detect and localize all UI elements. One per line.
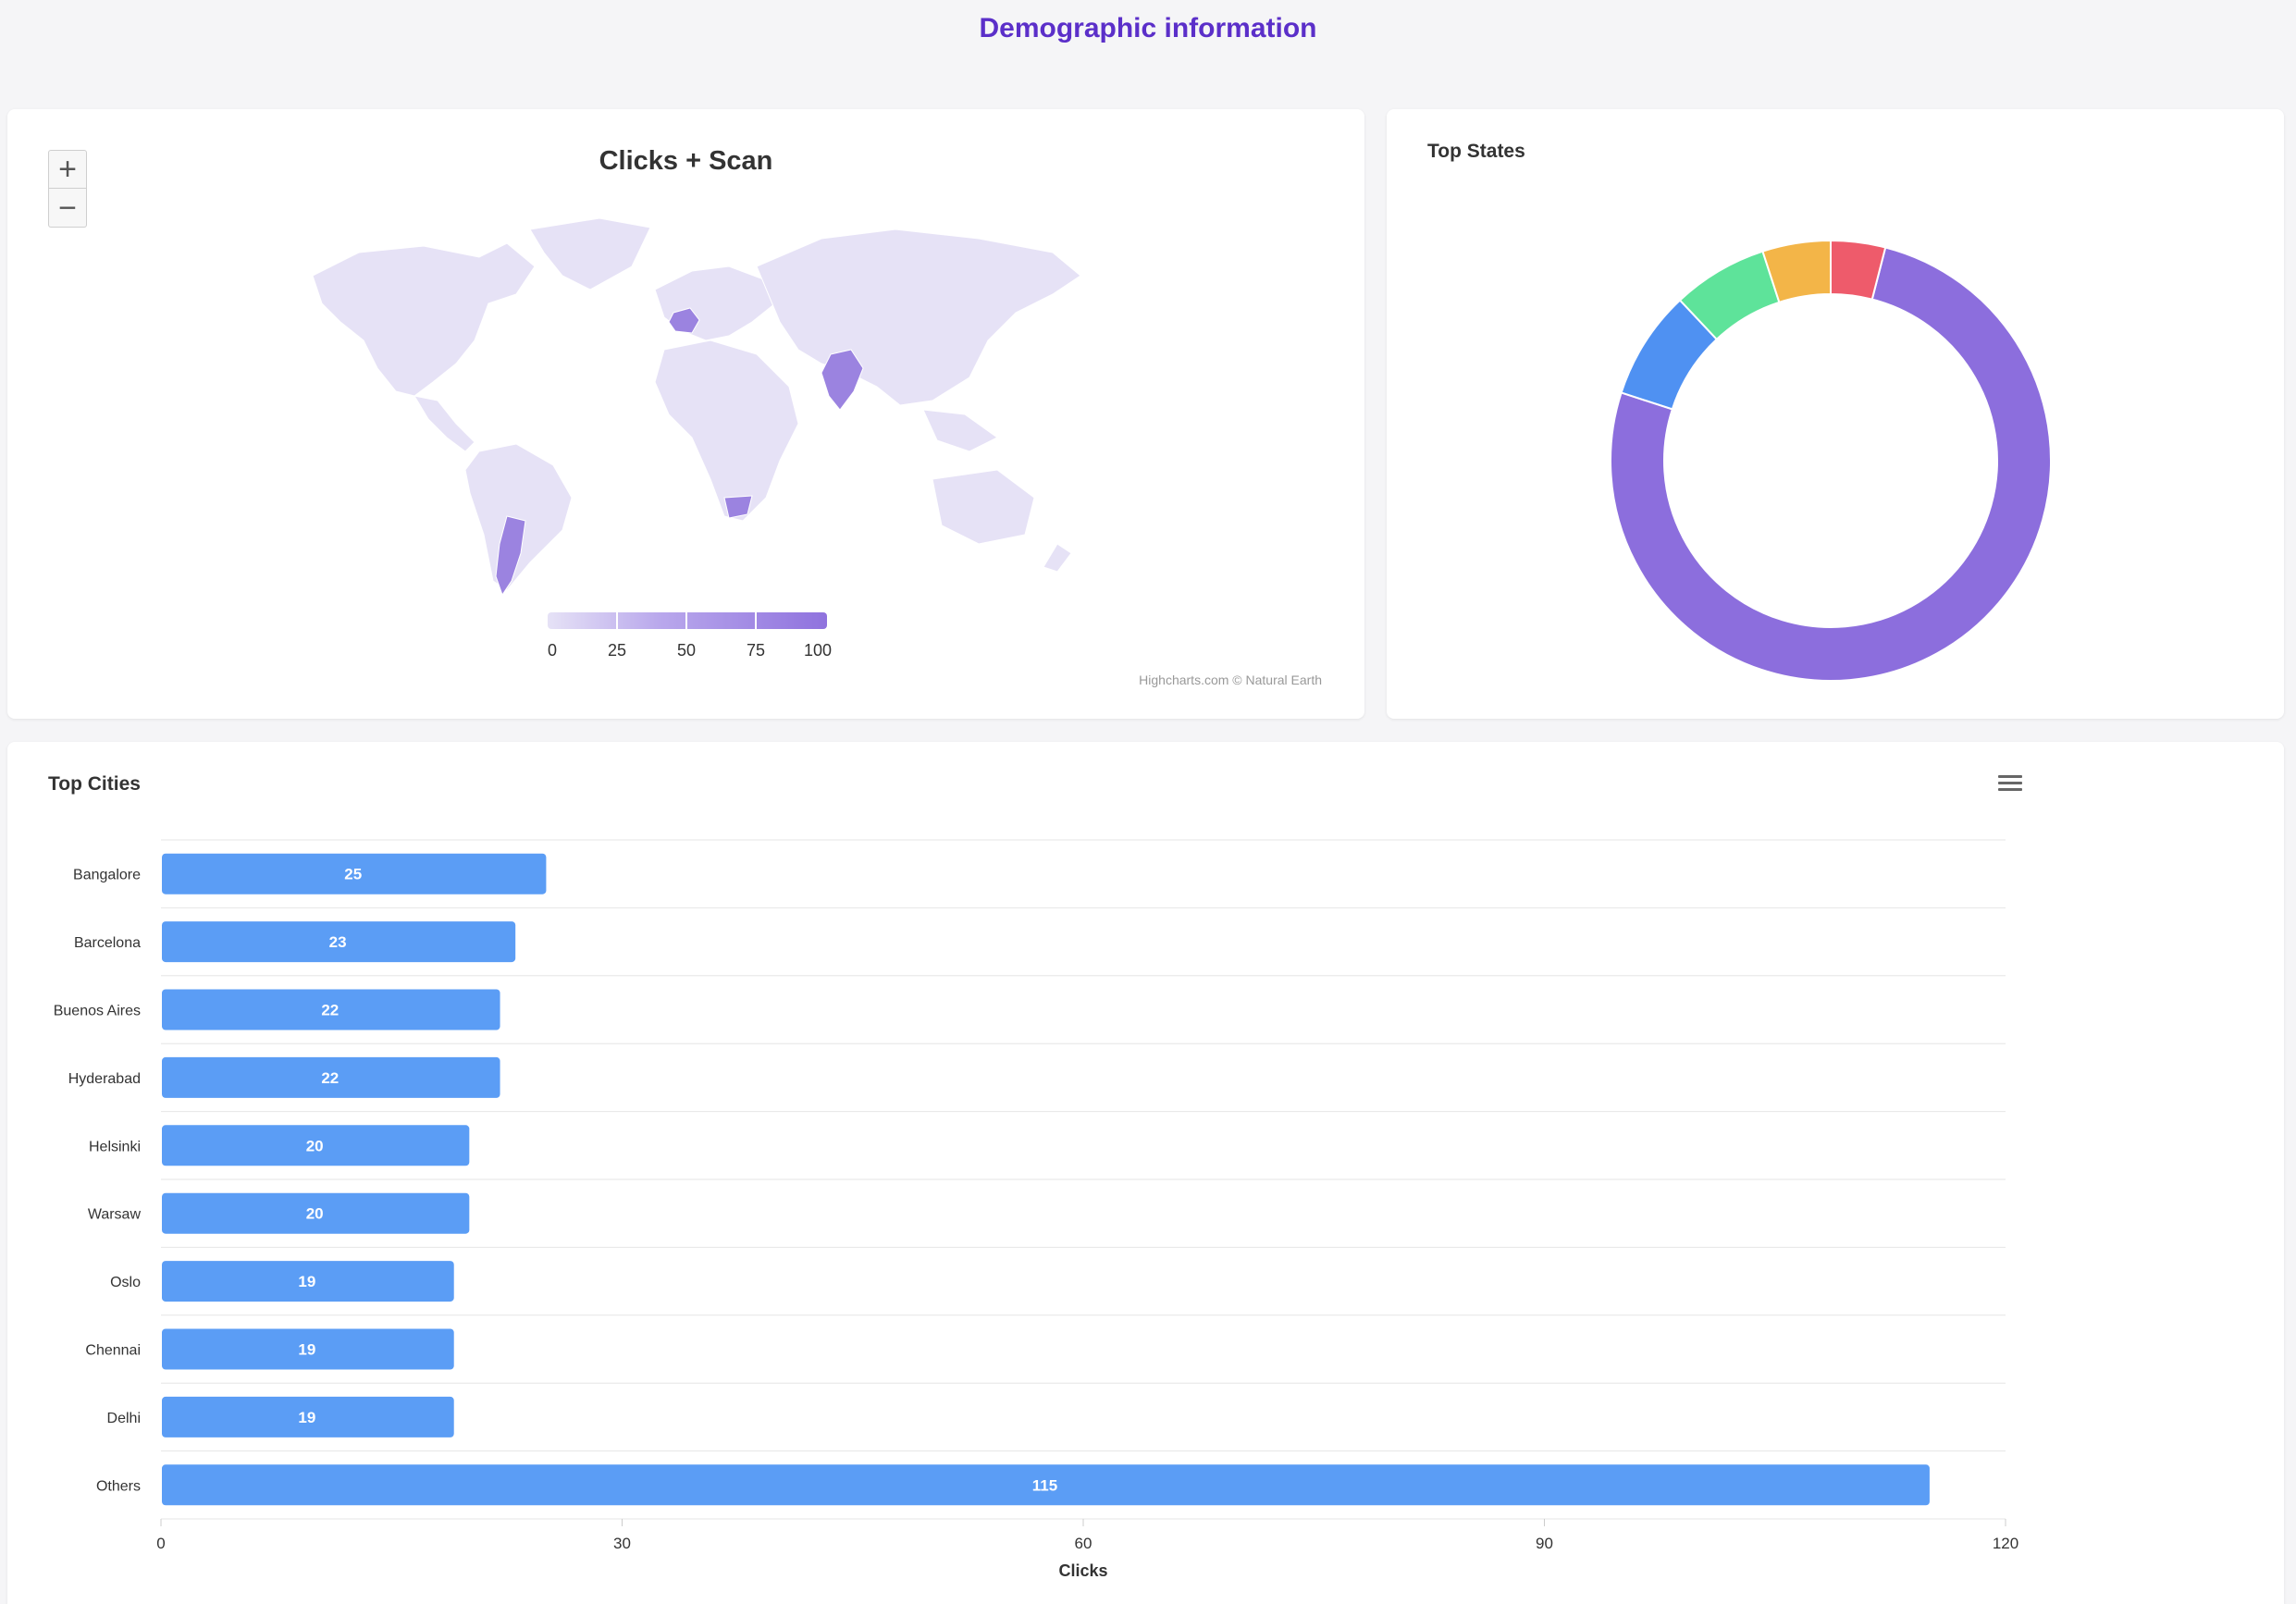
- bar-value-label: 23: [329, 933, 347, 951]
- x-tick-label: 0: [156, 1535, 165, 1552]
- zoom-in-button[interactable]: +: [48, 150, 87, 189]
- map-country-central-america: [413, 395, 475, 452]
- bar-value-label: 22: [321, 1069, 339, 1087]
- map-country-india: [821, 349, 864, 411]
- map-country-africa: [654, 339, 799, 522]
- bar[interactable]: [162, 921, 516, 963]
- bar[interactable]: [162, 1261, 454, 1302]
- bar-value-label: 115: [1032, 1476, 1057, 1494]
- bar[interactable]: [162, 989, 500, 1030]
- map-country-australia: [932, 469, 1035, 545]
- zoom-out-button[interactable]: −: [48, 189, 87, 228]
- map-credits[interactable]: Highcharts.com © Natural Earth: [1139, 672, 1322, 687]
- legend-label-25: 25: [607, 641, 627, 660]
- category-label: Buenos Aires: [54, 1004, 141, 1019]
- bar[interactable]: [162, 853, 547, 895]
- map-card: + − Clicks + Scan: [7, 109, 1364, 719]
- x-tick-label: 90: [1536, 1535, 1553, 1552]
- legend-label-50: 50: [676, 641, 697, 660]
- map-country-asia: [756, 228, 1081, 406]
- category-label: Warsaw: [88, 1207, 142, 1223]
- top-states-card: Top States: [1387, 109, 2284, 719]
- donut-slice-4[interactable]: [1830, 239, 1887, 301]
- bar-value-label: 19: [298, 1341, 315, 1359]
- bar-value-label: 20: [306, 1205, 324, 1223]
- top-states-donut-chart: [1610, 239, 2052, 682]
- category-label: Oslo: [110, 1275, 141, 1290]
- map-title: Clicks + Scan: [599, 146, 773, 176]
- map-country-south-africa: [723, 495, 753, 519]
- category-label: Delhi: [107, 1411, 141, 1426]
- category-label: Others: [96, 1478, 141, 1494]
- map-country-france: [668, 307, 700, 334]
- top-states-title: Top States: [1427, 141, 1525, 162]
- bar[interactable]: [162, 1328, 454, 1370]
- legend-label-0: 0: [547, 641, 558, 660]
- donut-slice-0[interactable]: [1610, 246, 2052, 682]
- category-label: Helsinki: [89, 1139, 141, 1154]
- legend-label-75: 75: [746, 641, 766, 660]
- top-cities-bar-chart: Bangalore 25 Barcelona 23 Buenos Aires 22 Hyde…: [54, 839, 2018, 1580]
- bar-value-label: 25: [344, 866, 362, 883]
- world-map[interactable]: [285, 202, 1099, 701]
- legend-label-100: 100: [803, 641, 833, 660]
- x-axis-title: Clicks: [1058, 1561, 1107, 1580]
- bar[interactable]: [162, 1125, 470, 1166]
- map-color-legend: [548, 612, 827, 629]
- map-country-europe: [654, 265, 776, 341]
- bar-value-label: 22: [321, 1002, 339, 1019]
- map-country-north-america: [312, 242, 536, 397]
- map-country-argentina: [495, 515, 526, 597]
- map-country-southeast-asia: [922, 409, 998, 452]
- hamburger-menu-icon[interactable]: [1998, 775, 2022, 794]
- category-label: Hyderabad: [68, 1071, 141, 1087]
- bar-value-label: 20: [306, 1137, 324, 1154]
- x-tick-label: 30: [613, 1535, 631, 1552]
- bar-value-label: 19: [298, 1273, 315, 1290]
- bar[interactable]: [162, 1192, 470, 1234]
- bar[interactable]: [162, 1056, 500, 1098]
- category-label: Barcelona: [74, 935, 141, 951]
- x-tick-label: 60: [1075, 1535, 1092, 1552]
- map-country-greenland: [529, 217, 651, 290]
- bar[interactable]: [162, 1464, 1930, 1506]
- x-tick-label: 120: [1993, 1535, 2018, 1552]
- category-label: Chennai: [85, 1343, 141, 1359]
- bar-value-label: 19: [298, 1409, 315, 1426]
- page-title: Demographic information: [979, 13, 1317, 43]
- category-label: Bangalore: [73, 868, 141, 883]
- top-cities-card: Top Cities Bangalore 25 Barcelona 23 Buenos …: [7, 742, 2284, 1604]
- top-cities-title: Top Cities: [48, 773, 141, 795]
- map-country-new-zealand: [1043, 543, 1072, 573]
- map-country-south-america: [464, 443, 573, 591]
- bar[interactable]: [162, 1396, 454, 1437]
